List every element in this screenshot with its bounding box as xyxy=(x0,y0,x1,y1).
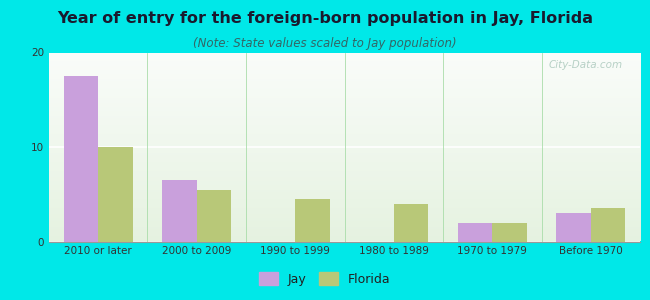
Bar xyxy=(64,76,98,242)
Bar xyxy=(591,208,625,242)
Bar xyxy=(394,204,428,242)
Bar xyxy=(98,147,133,242)
Bar xyxy=(196,190,231,242)
Bar xyxy=(162,180,196,242)
Bar xyxy=(295,199,330,242)
Bar xyxy=(556,213,591,242)
Text: City-Data.com: City-Data.com xyxy=(549,60,623,70)
Bar xyxy=(493,223,527,242)
Legend: Jay, Florida: Jay, Florida xyxy=(254,267,396,291)
Text: (Note: State values scaled to Jay population): (Note: State values scaled to Jay popula… xyxy=(193,38,457,50)
Text: Year of entry for the foreign-born population in Jay, Florida: Year of entry for the foreign-born popul… xyxy=(57,11,593,26)
Bar xyxy=(458,223,493,242)
